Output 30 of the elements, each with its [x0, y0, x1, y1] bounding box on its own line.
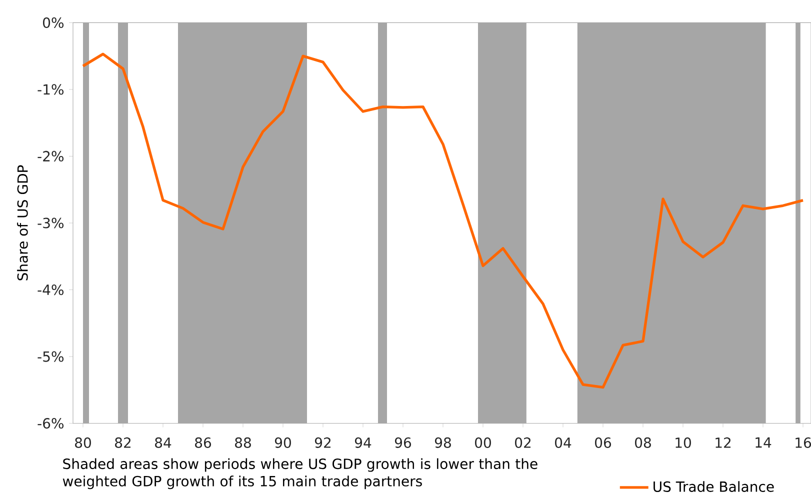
x-tick-label: 80: [75, 437, 91, 448]
text: Shaded areas show periods where US GDP growth is lower than the weighted GDP growth of its 15 main trade partners: [62, 458, 538, 490]
y-tick-label: 0%: [43, 17, 64, 28]
x-tick-label: 14: [756, 437, 772, 448]
x-tick-label: 16: [796, 437, 811, 448]
x-tick-label: 86: [195, 437, 212, 448]
x-tick-label: 94: [354, 437, 372, 448]
line-series: [82, 52, 804, 389]
y-tick-label: -2%: [38, 150, 64, 162]
x-tick-label: 10: [676, 437, 691, 448]
y-tick-label: -3%: [38, 218, 64, 228]
x-tick-label: 96: [394, 437, 412, 448]
x-tick-label: 08: [635, 437, 651, 448]
y-axis-title: Share of US GDP: [17, 165, 28, 280]
x-tick-label: 00: [475, 437, 491, 448]
x-tick-label: 98: [434, 437, 451, 448]
x-tick-label: 84: [155, 437, 172, 448]
x-tick-label: 02: [515, 437, 531, 448]
y-tick-label: -4%: [38, 284, 64, 296]
x-tick-label: 90: [274, 437, 291, 448]
x-tick-label: 12: [716, 437, 731, 448]
x-tick-label: 06: [595, 437, 612, 448]
x-tick-label: 04: [555, 437, 572, 448]
x-tick-label: 92: [314, 437, 331, 448]
x-tick-label: 82: [115, 437, 131, 448]
y-tick-label: -1%: [38, 84, 64, 95]
y-tick-label: -5%: [38, 351, 64, 362]
y-tick-label: -6%: [38, 418, 64, 429]
x-tick-label: 88: [235, 437, 251, 448]
legend-label: US Trade Balance: [654, 481, 774, 492]
